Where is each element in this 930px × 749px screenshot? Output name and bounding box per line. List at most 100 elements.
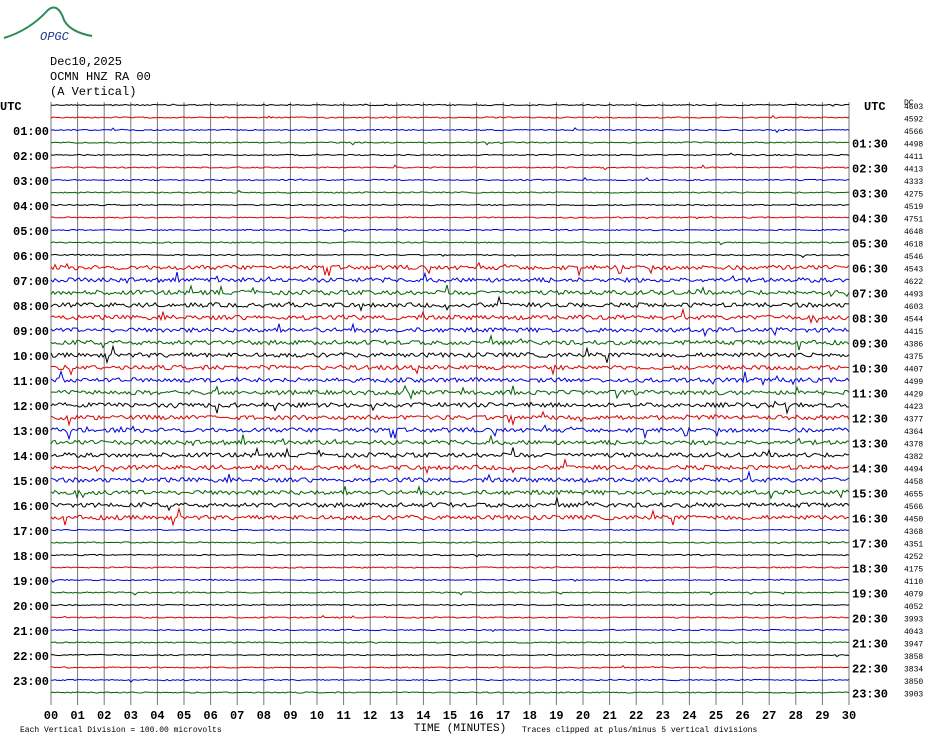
x-tick-label: 04 xyxy=(150,709,164,723)
left-time: 15:00 xyxy=(13,475,49,489)
left-time: 03:00 xyxy=(13,175,49,189)
dc-value: 3834 xyxy=(904,666,923,675)
dc-value: 4592 xyxy=(904,116,923,125)
x-tick-label: 01 xyxy=(70,709,84,723)
x-tick-label: 11 xyxy=(336,709,350,723)
right-time: 10:30 xyxy=(852,363,888,377)
dc-value: 3947 xyxy=(904,641,923,650)
left-time: 06:00 xyxy=(13,250,49,264)
trace xyxy=(50,528,850,532)
x-tick-label: 08 xyxy=(257,709,271,723)
trace xyxy=(50,241,850,246)
trace xyxy=(50,400,850,415)
right-time: 23:30 xyxy=(852,688,888,702)
trace xyxy=(50,553,850,558)
dc-value: 4751 xyxy=(904,216,923,225)
x-tick-label: 20 xyxy=(576,709,590,723)
right-time: 15:30 xyxy=(852,488,888,502)
date: Dec10,2025 xyxy=(50,55,122,69)
trace xyxy=(50,615,850,619)
trace xyxy=(50,364,850,376)
trace xyxy=(50,114,850,119)
trace xyxy=(50,578,850,583)
x-tick-label: 09 xyxy=(283,709,297,723)
x-tick-label: 03 xyxy=(124,709,138,723)
x-tick-label: 29 xyxy=(815,709,829,723)
dc-value: 4494 xyxy=(904,466,923,475)
dc-value: 4498 xyxy=(904,141,923,150)
left-time: 09:00 xyxy=(13,325,49,339)
footnote-right: Traces clipped at plus/minus 5 vertical … xyxy=(522,726,757,735)
x-axis-label: TIME (MINUTES) xyxy=(414,723,506,735)
left-time: 11:00 xyxy=(13,375,49,389)
dc-value: 4411 xyxy=(904,153,923,162)
trace xyxy=(50,141,850,146)
trace xyxy=(50,271,850,285)
trace xyxy=(50,284,850,298)
right-time: 17:30 xyxy=(852,538,888,552)
trace xyxy=(50,470,850,484)
component: (A Vertical) xyxy=(50,85,136,99)
trace xyxy=(50,261,850,278)
right-time: 07:30 xyxy=(852,288,888,302)
left-time: 17:00 xyxy=(13,525,49,539)
x-tick-label: 26 xyxy=(735,709,749,723)
trace xyxy=(50,641,850,644)
trace xyxy=(50,457,850,475)
dc-value: 4655 xyxy=(904,491,923,500)
right-time: 05:30 xyxy=(852,238,888,252)
x-tick-label: 10 xyxy=(310,709,324,723)
x-tick-label: 00 xyxy=(44,709,58,723)
x-tick-label: 16 xyxy=(469,709,483,723)
dc-value: 4043 xyxy=(904,628,923,637)
trace xyxy=(50,540,850,545)
left-time: 19:00 xyxy=(13,575,49,589)
trace xyxy=(50,189,850,194)
dc-value: 3850 xyxy=(904,678,923,687)
dc-value: 4052 xyxy=(904,603,923,612)
dc-value: 4368 xyxy=(904,528,923,537)
trace xyxy=(50,307,850,325)
dc-value: 4429 xyxy=(904,391,923,400)
x-tick-label: 21 xyxy=(602,709,616,723)
dc-value: 3858 xyxy=(904,653,923,662)
dc-label: DC xyxy=(904,99,914,108)
dc-value: 4382 xyxy=(904,453,923,462)
left-time: 05:00 xyxy=(13,225,49,239)
trace xyxy=(50,410,850,427)
left-time: 04:00 xyxy=(13,200,49,214)
station: OCMN HNZ RA 00 xyxy=(50,70,151,84)
dc-value: 4079 xyxy=(904,591,923,600)
left-time: 08:00 xyxy=(13,300,49,314)
dc-value: 4603 xyxy=(904,303,923,312)
dc-value: 4618 xyxy=(904,241,923,250)
dc-value: 4458 xyxy=(904,478,923,487)
dc-value: 4493 xyxy=(904,291,923,300)
dc-value: 4622 xyxy=(904,278,923,287)
left-axis-label: UTC xyxy=(0,100,22,114)
right-time: 12:30 xyxy=(852,413,888,427)
trace xyxy=(51,591,850,596)
dc-value: 4603 xyxy=(904,103,923,112)
left-time: 14:00 xyxy=(13,450,49,464)
right-time: 06:30 xyxy=(852,263,888,277)
x-tick-label: 05 xyxy=(177,709,191,723)
trace xyxy=(50,295,849,313)
trace xyxy=(50,164,850,171)
left-time: 10:00 xyxy=(13,350,49,364)
x-tick-label: 25 xyxy=(709,709,723,723)
dc-value: 4544 xyxy=(904,316,923,325)
trace xyxy=(50,496,850,512)
x-tick-label: 30 xyxy=(842,709,856,723)
x-tick-label: 28 xyxy=(789,709,803,723)
trace xyxy=(50,628,850,633)
dc-value: 3903 xyxy=(904,691,923,700)
x-tick-label: 19 xyxy=(549,709,563,723)
x-tick-label: 23 xyxy=(656,709,670,723)
left-time: 20:00 xyxy=(13,600,49,614)
trace xyxy=(50,384,850,401)
right-time: 08:30 xyxy=(852,313,888,327)
trace xyxy=(50,653,850,658)
left-time: 18:00 xyxy=(13,550,49,564)
right-time: 11:30 xyxy=(852,388,888,402)
